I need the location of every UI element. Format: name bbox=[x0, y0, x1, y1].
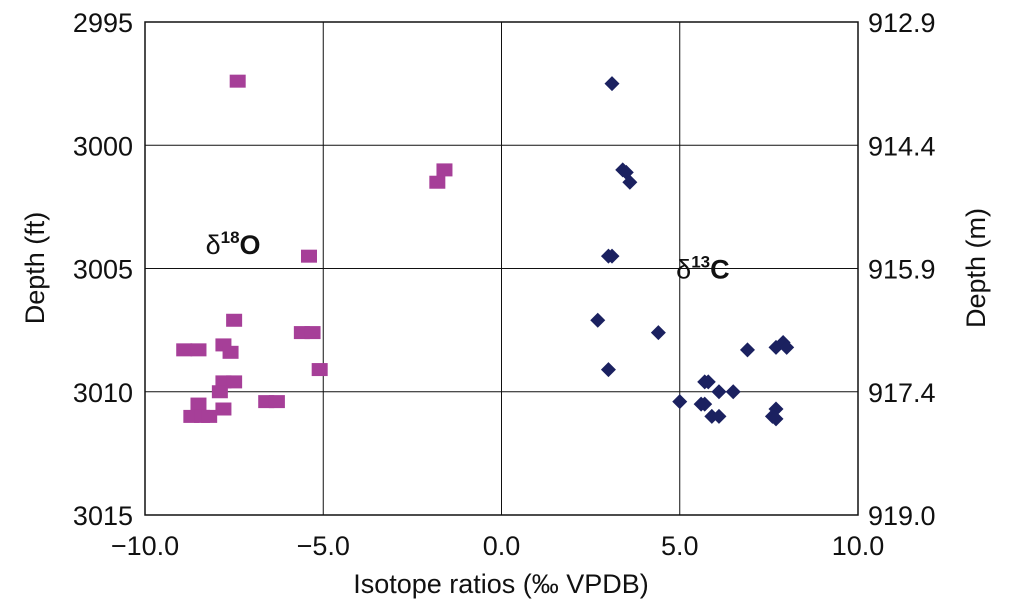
diamond-marker bbox=[622, 174, 638, 190]
isotope-annotation: δ18O bbox=[206, 228, 261, 260]
square-marker bbox=[304, 326, 321, 340]
square-marker bbox=[300, 249, 317, 263]
left-tick-label: 3005 bbox=[73, 255, 133, 285]
diamond-marker bbox=[697, 396, 713, 412]
square-marker bbox=[215, 402, 232, 416]
diamond-marker bbox=[725, 384, 741, 400]
diamond-marker bbox=[672, 394, 688, 410]
square-marker bbox=[226, 375, 243, 389]
right-tick-label: 919.0 bbox=[868, 501, 936, 531]
x-tick-label: 0.0 bbox=[483, 531, 521, 561]
square-marker bbox=[429, 175, 446, 189]
right-y-axis-title: Depth (m) bbox=[961, 208, 991, 328]
diamond-marker bbox=[768, 411, 784, 427]
x-tick-label: −10.0 bbox=[111, 531, 179, 561]
series-annotations: δ18O δ13C bbox=[206, 228, 730, 285]
square-marker bbox=[211, 385, 228, 399]
left-tick-label: 3000 bbox=[73, 131, 133, 161]
diamond-marker bbox=[604, 248, 620, 264]
right-tick-label: 914.4 bbox=[868, 131, 936, 161]
square-marker bbox=[190, 397, 207, 411]
left-y-axis-title: Depth (ft) bbox=[20, 212, 50, 325]
square-marker bbox=[201, 409, 218, 423]
diamond-marker bbox=[768, 339, 784, 355]
left-tick-label: 3015 bbox=[73, 501, 133, 531]
square-marker bbox=[176, 343, 193, 357]
square-marker bbox=[222, 345, 239, 359]
diamond-marker bbox=[650, 325, 666, 341]
x-tick-label: −5.0 bbox=[297, 531, 350, 561]
right-tick-label: 912.9 bbox=[868, 8, 936, 38]
square-marker bbox=[268, 395, 285, 409]
diamond-marker bbox=[779, 339, 795, 355]
square-marker bbox=[190, 343, 207, 357]
left-tick-label: 3010 bbox=[73, 378, 133, 408]
square-marker bbox=[311, 363, 328, 377]
plot-frame bbox=[144, 21, 859, 516]
diamond-marker bbox=[700, 374, 716, 390]
x-axis-title: Isotope ratios (‰ VPDB) bbox=[353, 569, 649, 599]
right-tick-labels: 912.9 914.4 915.9 917.4 919.0 bbox=[868, 8, 936, 531]
diamond-marker bbox=[739, 342, 755, 358]
square-marker bbox=[226, 313, 243, 327]
data-points bbox=[176, 74, 795, 427]
x-tick-label: 10.0 bbox=[832, 531, 885, 561]
diamond-marker bbox=[590, 312, 606, 328]
x-tick-labels: −10.0 −5.0 0.0 5.0 10.0 bbox=[111, 531, 884, 561]
square-marker bbox=[436, 163, 453, 177]
diamond-marker bbox=[604, 76, 620, 92]
left-tick-label: 2995 bbox=[73, 8, 133, 38]
diamond-marker bbox=[600, 362, 616, 378]
right-tick-label: 917.4 bbox=[868, 378, 936, 408]
diamond-marker bbox=[711, 408, 727, 424]
left-tick-labels: 2995 3000 3005 3010 3015 bbox=[73, 8, 133, 531]
right-tick-label: 915.9 bbox=[868, 255, 936, 285]
square-marker bbox=[229, 74, 246, 88]
x-tick-label: 5.0 bbox=[661, 531, 699, 561]
diamond-marker bbox=[711, 384, 727, 400]
isotope-annotation: δ13C bbox=[676, 253, 729, 285]
